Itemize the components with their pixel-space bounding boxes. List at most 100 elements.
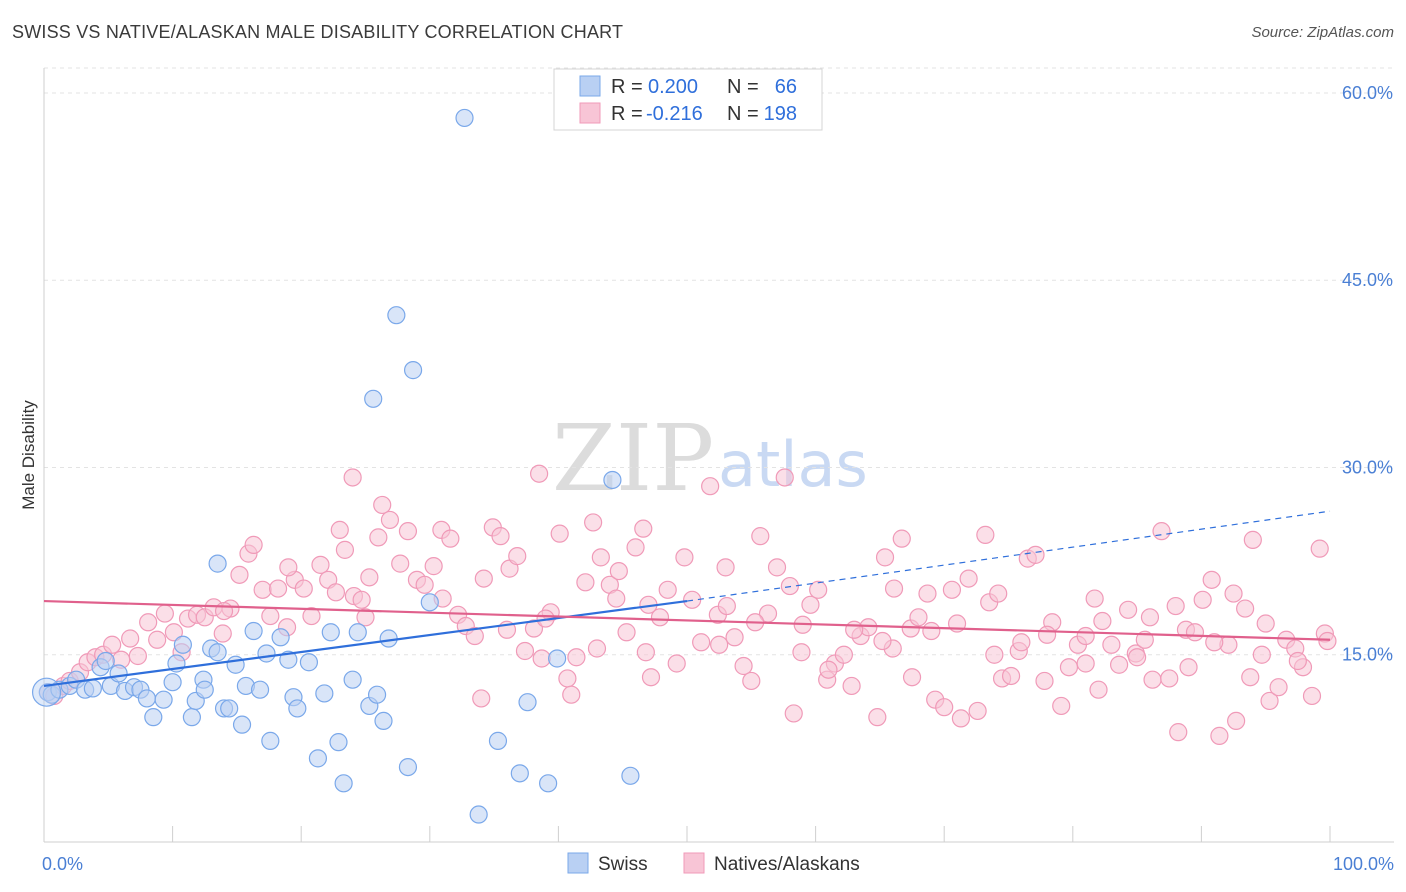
swiss-point-49 — [367, 685, 387, 704]
swiss-point-32 — [250, 680, 270, 699]
natives-point-114 — [985, 645, 1004, 664]
natives-point-82 — [717, 596, 736, 616]
natives-point-132 — [1135, 630, 1154, 649]
natives-trend-line — [43, 599, 1331, 641]
natives-point-57 — [508, 547, 527, 566]
watermark-zip: ZIP — [552, 405, 714, 512]
swiss-point-46 — [348, 623, 367, 642]
natives-point-75 — [658, 580, 677, 599]
swiss-point-17 — [163, 673, 182, 692]
natives-point-173 — [1288, 651, 1307, 671]
natives-point-28 — [268, 579, 288, 598]
natives-point-140 — [1202, 570, 1221, 589]
swiss-point-43 — [329, 733, 348, 752]
natives-point-33 — [311, 555, 330, 574]
natives-point-47 — [424, 557, 443, 576]
swiss-point-19 — [173, 635, 192, 654]
natives-point-92 — [801, 595, 820, 614]
swiss-point-31 — [244, 621, 263, 641]
swiss-point-16 — [154, 690, 173, 709]
swiss-point-50 — [374, 711, 393, 731]
natives-point-195 — [1179, 658, 1198, 677]
natives-point-101 — [875, 548, 895, 567]
swiss-point-8 — [96, 651, 115, 671]
swiss-point-25 — [208, 643, 227, 662]
natives-point-36 — [335, 540, 355, 559]
natives-point-53 — [474, 569, 493, 588]
swiss-point-cluster — [31, 677, 62, 707]
natives-point-59 — [524, 619, 544, 638]
natives-point-152 — [1302, 686, 1322, 706]
swiss-point-20 — [182, 708, 201, 727]
natives-point-178 — [607, 589, 626, 608]
legend-r-value-natives: -0.216 — [646, 103, 703, 125]
swiss-point-29 — [232, 715, 252, 734]
natives-point-44 — [398, 522, 418, 541]
natives-point-55 — [491, 527, 510, 546]
swiss-point-35 — [271, 628, 290, 647]
natives-point-38 — [352, 590, 371, 609]
swiss-point-61 — [539, 774, 558, 793]
natives-point-133 — [1143, 670, 1162, 689]
swiss-point-56 — [455, 108, 474, 128]
natives-point-184 — [1166, 596, 1185, 616]
swiss-point-44 — [334, 774, 353, 793]
natives-point-14 — [155, 604, 174, 623]
swiss-point-55 — [420, 593, 439, 612]
natives-point-85 — [742, 671, 761, 691]
natives-point-157 — [279, 558, 298, 577]
chart-title: SWISS VS NATIVE/ALASKAN MALE DISABILITY … — [12, 22, 624, 42]
swiss-point-10 — [109, 664, 128, 683]
bottom-legend-natives: Natives/Alaskans — [714, 854, 860, 875]
natives-point-138 — [1185, 623, 1205, 642]
swiss-point-64 — [621, 766, 640, 785]
natives-point-170 — [1140, 608, 1160, 627]
natives-point-176 — [530, 464, 549, 483]
natives-point-109 — [942, 580, 962, 599]
natives-point-129 — [1109, 655, 1129, 674]
natives-point-111 — [959, 569, 978, 588]
natives-point-174 — [343, 468, 362, 487]
natives-point-125 — [1076, 654, 1095, 673]
natives-point-183 — [1089, 680, 1108, 699]
natives-point-130 — [1118, 600, 1138, 619]
natives-point-196 — [1224, 584, 1243, 603]
swiss-point-33 — [257, 644, 276, 663]
natives-point-74 — [650, 608, 670, 627]
legend-r-label-swiss: R = — [611, 76, 643, 98]
natives-point-96 — [834, 645, 853, 664]
natives-point-119 — [1026, 545, 1045, 564]
swiss-point-42 — [321, 623, 340, 642]
swiss-point-65 — [208, 554, 227, 573]
natives-point-32 — [302, 606, 321, 626]
bottom-legend-swatch-natives — [683, 852, 705, 874]
natives-point-190 — [1127, 648, 1147, 667]
natives-point-91 — [792, 643, 811, 662]
swiss-point-57 — [469, 805, 488, 824]
natives-point-21 — [213, 624, 232, 643]
natives-point-89 — [775, 468, 794, 487]
natives-point-141 — [1210, 726, 1229, 745]
natives-point-12 — [139, 613, 158, 632]
trend-lines — [43, 510, 1331, 688]
natives-point-88 — [767, 558, 787, 577]
natives-point-194 — [989, 584, 1008, 603]
natives-point-136 — [1169, 723, 1188, 742]
natives-point-26 — [253, 580, 272, 599]
swiss-point-59 — [510, 764, 529, 783]
chart-source: Source: ZipAtlas.com — [1251, 24, 1394, 41]
natives-point-113 — [976, 525, 995, 544]
y-tick-label-45: 45.0% — [1342, 270, 1393, 290]
natives-point-77 — [675, 548, 694, 567]
natives-point-145 — [1243, 530, 1262, 549]
y-tick-label-30: 30.0% — [1342, 457, 1393, 477]
natives-point-40 — [369, 528, 388, 547]
natives-point-64 — [567, 648, 586, 667]
natives-point-165 — [845, 620, 864, 639]
natives-point-123 — [1059, 658, 1079, 677]
x-ticks — [43, 826, 1331, 842]
natives-point-41 — [373, 495, 392, 515]
natives-point-31 — [294, 579, 313, 598]
natives-point-161 — [587, 639, 607, 658]
legend-n-value-swiss: 66 — [775, 76, 797, 98]
